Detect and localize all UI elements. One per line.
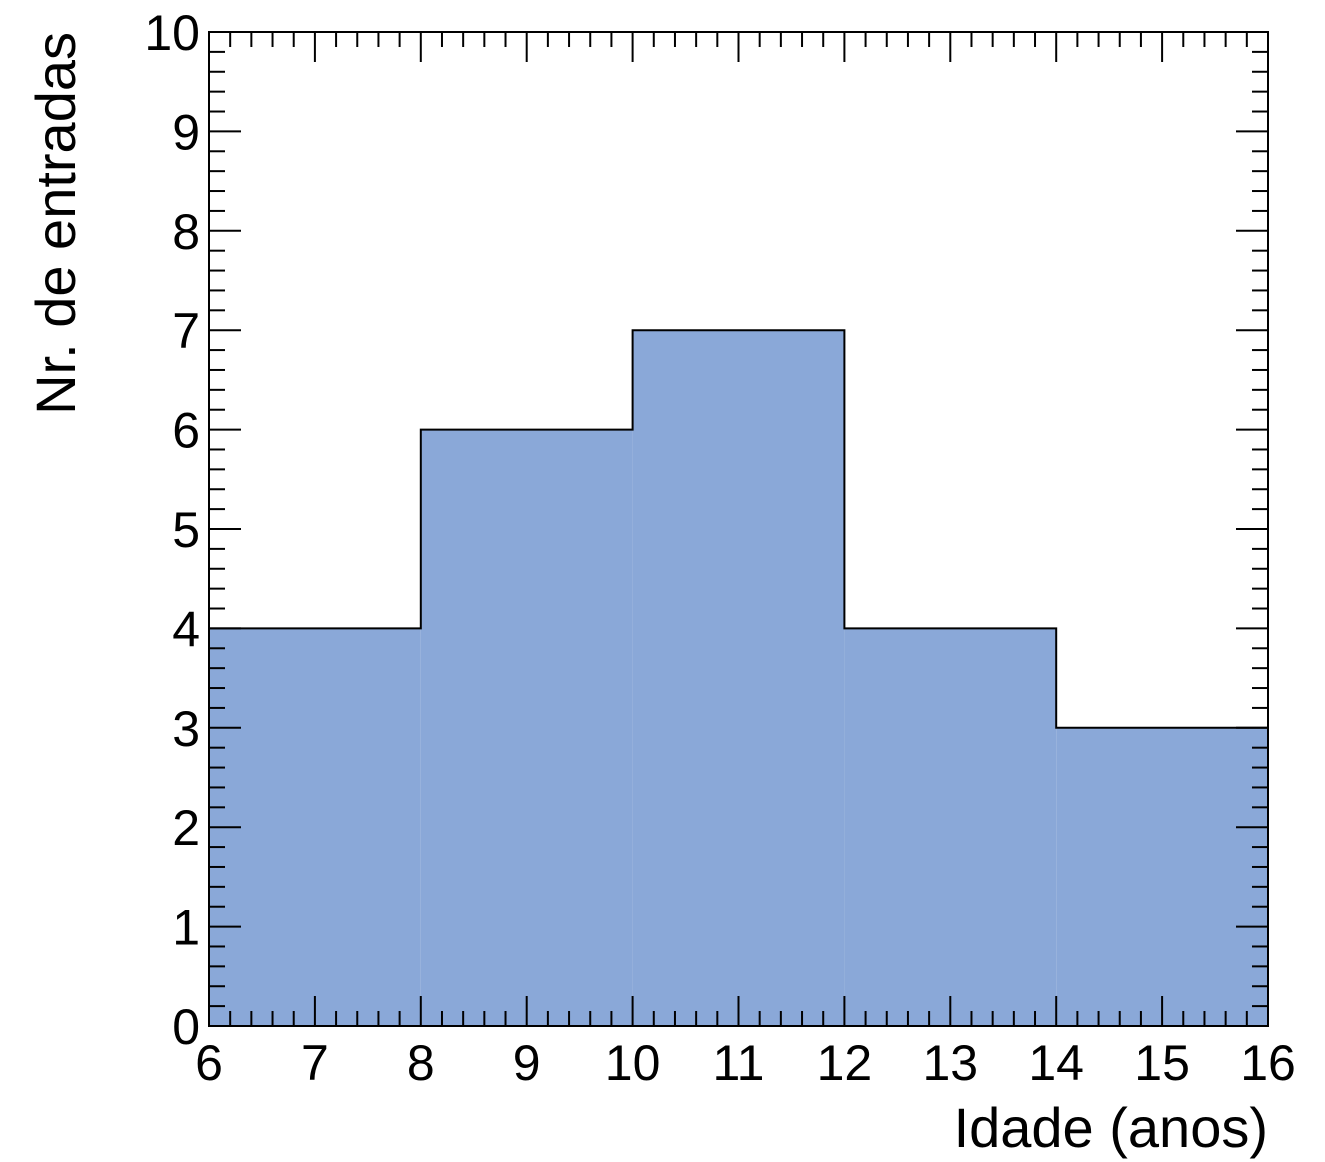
x-tick-label: 10 — [605, 1035, 661, 1091]
axis-ticks — [208, 31, 1269, 1027]
y-tick-label: 0 — [172, 999, 200, 1055]
y-tick-label: 5 — [172, 502, 200, 558]
x-tick-labels: 6 7 8 9 10 11 12 13 14 15 16 — [195, 1035, 1296, 1091]
x-axis-title: Idade (anos) — [954, 1096, 1268, 1159]
x-tick-label: 12 — [817, 1035, 873, 1091]
x-tick-label: 14 — [1028, 1035, 1084, 1091]
y-tick-label: 1 — [172, 900, 200, 956]
x-tick-label: 8 — [407, 1035, 435, 1091]
x-tick-label: 9 — [513, 1035, 541, 1091]
y-axis-title: Nr. de entradas — [24, 32, 87, 415]
y-tick-label: 2 — [172, 800, 200, 856]
x-tick-label: 6 — [195, 1035, 223, 1091]
histogram-bars — [209, 330, 1268, 1027]
histogram-bar-3 — [844, 628, 1057, 1026]
histogram-bar-1 — [420, 429, 633, 1027]
histogram-bar-0 — [209, 628, 421, 1026]
histogram-bar-4 — [1056, 727, 1268, 1026]
x-tick-label: 15 — [1134, 1035, 1190, 1091]
y-tick-label: 6 — [172, 403, 200, 459]
y-tick-label: 3 — [172, 701, 200, 757]
y-tick-labels: 0 1 2 3 4 5 6 7 8 9 10 — [144, 5, 200, 1055]
histogram-bar-2 — [632, 330, 845, 1026]
y-tick-label: 7 — [172, 303, 200, 359]
x-tick-label: 11 — [713, 1035, 765, 1091]
y-tick-label: 4 — [172, 601, 200, 657]
x-tick-label: 7 — [301, 1035, 329, 1091]
x-tick-label: 13 — [922, 1035, 978, 1091]
histogram-outline — [208, 329, 1269, 1026]
y-tick-label: 10 — [144, 5, 200, 61]
x-tick-label: 16 — [1240, 1035, 1296, 1091]
y-tick-label: 8 — [172, 204, 200, 260]
y-tick-label: 9 — [172, 104, 200, 160]
